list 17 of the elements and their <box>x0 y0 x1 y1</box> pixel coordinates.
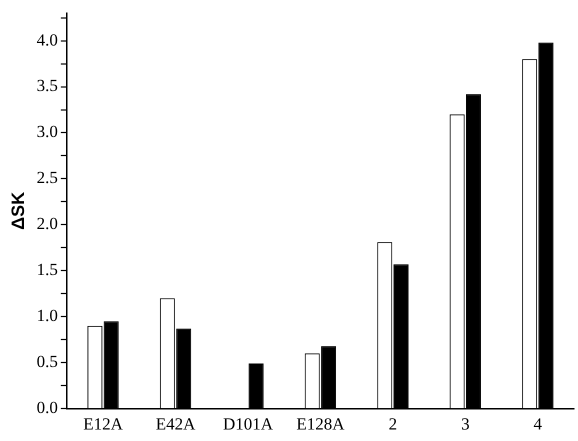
x-tick-label: D101A <box>222 414 274 434</box>
x-tick-label: E12A <box>83 414 124 434</box>
y-tick-label: 2.0 <box>36 214 58 234</box>
x-tick-label: 4 <box>534 414 543 434</box>
y-tick-label: 1.5 <box>36 260 58 280</box>
y-tick-label: 2.5 <box>36 168 58 188</box>
y-tick-label: 1.0 <box>36 306 58 326</box>
x-tick-label: E128A <box>296 414 346 434</box>
y-tick-label: 3.0 <box>36 122 58 142</box>
y-tick-label: 0.0 <box>36 398 58 418</box>
x-tick-label: E42A <box>156 414 196 434</box>
y-tick-label: 3.5 <box>36 76 58 96</box>
y-axis-title: ΔSK <box>8 192 28 230</box>
x-tick-label: 3 <box>461 414 470 434</box>
y-tick-label: 4.0 <box>36 30 58 50</box>
x-tick-label: 2 <box>388 414 398 434</box>
y-tick-label: 0.5 <box>36 352 58 372</box>
